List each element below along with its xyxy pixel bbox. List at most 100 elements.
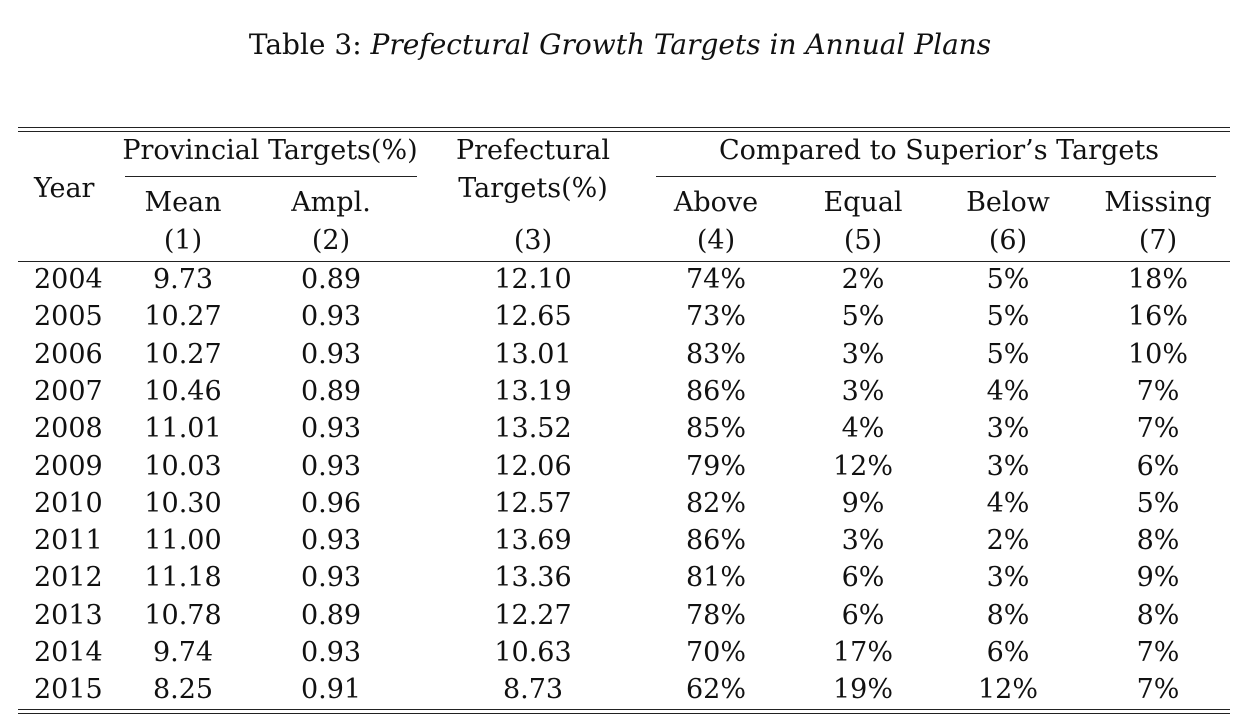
header-num-4: (4) <box>696 225 736 256</box>
cell-provincial-ampl: 0.93 <box>300 413 362 444</box>
header-prefectural-line1: Prefectural <box>455 135 611 166</box>
header-col-below: Below <box>966 187 1050 218</box>
cell-provincial-mean: 10.30 <box>144 488 222 519</box>
cell-above: 78% <box>685 600 746 631</box>
table-row: 2008 11.01 0.93 13.52 85% 4% 3% 7% <box>0 410 1240 447</box>
cell-below: 3% <box>986 413 1030 444</box>
cell-below: 4% <box>986 376 1030 407</box>
table-caption: Table 3: Prefectural Growth Targets in A… <box>0 28 1240 62</box>
cell-provincial-ampl: 0.93 <box>300 525 362 556</box>
cell-year: 2004 <box>34 264 103 295</box>
cell-below: 8% <box>986 600 1030 631</box>
caption-title: Prefectural Growth Targets in Annual Pla… <box>370 28 992 61</box>
cell-year: 2014 <box>34 637 103 668</box>
cell-prefectural-targets: 13.36 <box>494 562 572 593</box>
cell-provincial-mean: 11.01 <box>144 413 222 444</box>
cell-prefectural-targets: 8.73 <box>502 674 564 705</box>
cell-above: 85% <box>685 413 746 444</box>
table-row: 2010 10.30 0.96 12.57 82% 9% 4% 5% <box>0 485 1240 522</box>
cell-provincial-mean: 8.25 <box>152 674 214 705</box>
header-num-2: (2) <box>311 225 351 256</box>
cell-prefectural-targets: 12.65 <box>494 301 572 332</box>
cell-year: 2015 <box>34 674 103 705</box>
cell-missing: 5% <box>1136 488 1180 519</box>
table-row: 2014 9.74 0.93 10.63 70% 17% 6% 7% <box>0 634 1240 671</box>
cell-year: 2012 <box>34 562 103 593</box>
cell-provincial-ampl: 0.93 <box>300 637 362 668</box>
cell-above: 83% <box>685 339 746 370</box>
cell-missing: 6% <box>1136 451 1180 482</box>
cell-prefectural-targets: 10.63 <box>494 637 572 668</box>
cell-provincial-mean: 10.03 <box>144 451 222 482</box>
cell-provincial-mean: 9.74 <box>152 637 214 668</box>
cell-below: 6% <box>986 637 1030 668</box>
cell-equal: 2% <box>841 264 885 295</box>
cell-above: 79% <box>685 451 746 482</box>
cell-missing: 9% <box>1136 562 1180 593</box>
cell-equal: 6% <box>841 600 885 631</box>
cell-equal: 6% <box>841 562 885 593</box>
cell-missing: 7% <box>1136 637 1180 668</box>
provincial-group-underline <box>125 176 417 177</box>
cell-year: 2007 <box>34 376 103 407</box>
table-row: 2011 11.00 0.93 13.69 86% 3% 2% 8% <box>0 522 1240 559</box>
caption-label: Table 3: <box>248 28 362 61</box>
header-col-ampl: Ampl. <box>291 187 371 218</box>
cell-below: 3% <box>986 562 1030 593</box>
cell-missing: 16% <box>1127 301 1188 332</box>
cell-provincial-mean: 10.78 <box>144 600 222 631</box>
cell-missing: 8% <box>1136 600 1180 631</box>
cell-above: 81% <box>685 562 746 593</box>
table-row: 2004 9.73 0.89 12.10 74% 2% 5% 18% <box>0 261 1240 298</box>
header-columns-row: Mean Ampl. Above Equal Below Missing <box>0 186 1240 220</box>
header-bottom-rule <box>18 261 1230 262</box>
cell-equal: 12% <box>832 451 893 482</box>
header-col-missing: Missing <box>1104 187 1212 218</box>
cell-prefectural-targets: 13.01 <box>494 339 572 370</box>
cell-provincial-ampl: 0.93 <box>300 339 362 370</box>
header-prefectural-line2: Targets(%) <box>458 173 608 204</box>
header-col-mean: Mean <box>144 187 222 218</box>
cell-provincial-ampl: 0.93 <box>300 301 362 332</box>
header-num-7: (7) <box>1138 225 1178 256</box>
cell-prefectural-targets: 12.06 <box>494 451 572 482</box>
header-compared-group: Compared to Superior’s Targets <box>718 135 1160 166</box>
cell-equal: 3% <box>841 525 885 556</box>
cell-prefectural-targets: 12.57 <box>494 488 572 519</box>
header-provincial-group: Provincial Targets(%) <box>122 135 418 166</box>
table-row: 2012 11.18 0.93 13.36 81% 6% 3% 9% <box>0 559 1240 596</box>
compared-group-underline <box>656 176 1216 177</box>
cell-equal: 19% <box>832 674 893 705</box>
cell-missing: 18% <box>1127 264 1188 295</box>
cell-equal: 3% <box>841 339 885 370</box>
cell-below: 4% <box>986 488 1030 519</box>
cell-year: 2010 <box>34 488 103 519</box>
cell-provincial-ampl: 0.89 <box>300 600 362 631</box>
cell-equal: 4% <box>841 413 885 444</box>
header-num-5: (5) <box>843 225 883 256</box>
cell-below: 5% <box>986 264 1030 295</box>
header-num-1: (1) <box>163 225 203 256</box>
table-row: 2007 10.46 0.89 13.19 86% 3% 4% 7% <box>0 373 1240 410</box>
header-col-equal: Equal <box>823 187 903 218</box>
cell-above: 86% <box>685 525 746 556</box>
header-numbers-row: (1) (2) (3) (4) (5) (6) (7) <box>0 224 1240 258</box>
header-num-6: (6) <box>988 225 1028 256</box>
cell-provincial-mean: 11.18 <box>144 562 222 593</box>
cell-provincial-mean: 10.27 <box>144 301 222 332</box>
cell-year: 2008 <box>34 413 103 444</box>
cell-provincial-mean: 11.00 <box>144 525 222 556</box>
cell-below: 12% <box>977 674 1038 705</box>
table-row: 2015 8.25 0.91 8.73 62% 19% 12% 7% <box>0 671 1240 708</box>
cell-equal: 9% <box>841 488 885 519</box>
cell-prefectural-targets: 13.52 <box>494 413 572 444</box>
cell-year: 2006 <box>34 339 103 370</box>
cell-provincial-ampl: 0.96 <box>300 488 362 519</box>
table-row: 2006 10.27 0.93 13.01 83% 3% 5% 10% <box>0 336 1240 373</box>
cell-missing: 7% <box>1136 413 1180 444</box>
cell-above: 86% <box>685 376 746 407</box>
cell-prefectural-targets: 13.19 <box>494 376 572 407</box>
cell-above: 82% <box>685 488 746 519</box>
cell-provincial-mean: 10.46 <box>144 376 222 407</box>
header-num-3: (3) <box>513 225 553 256</box>
